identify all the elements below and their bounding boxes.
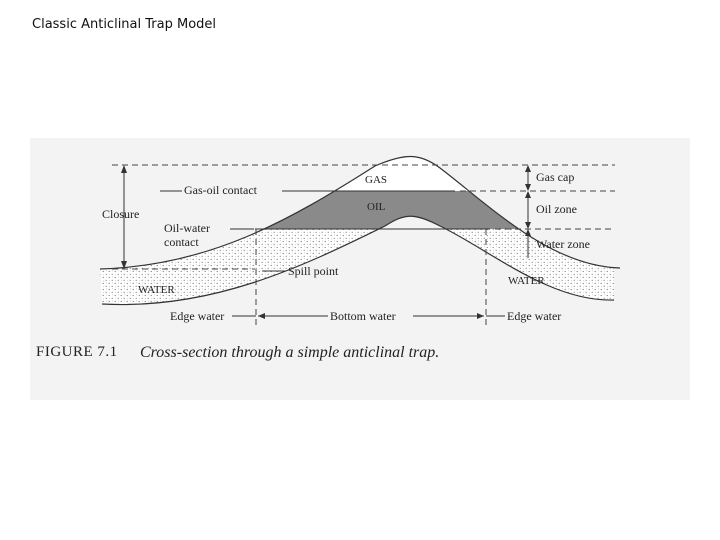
reservoir-base-line [101, 215, 615, 306]
gas-cap-label: Gas cap [536, 170, 574, 184]
oil-water-contact-label: Oil-water [164, 221, 210, 235]
gas-cap-arrow-bottom-head [525, 184, 531, 191]
water-zone-label: Water zone [536, 237, 590, 251]
oil-water-contact-label-line2: contact [164, 235, 199, 249]
slide-title: Classic Anticlinal Trap Model [32, 17, 217, 32]
bottom-water-left-head [258, 313, 265, 319]
oil-zone-arrow-top-head [525, 191, 531, 198]
closure-arrow-top-head [121, 165, 127, 173]
closure-arrow-bottom-head [121, 261, 127, 269]
water-zone-arrow-top-head [525, 229, 531, 236]
edge-water-right-label: Edge water [507, 309, 561, 323]
oil-zone [264, 191, 519, 229]
spill-point-label: Spill point [288, 264, 339, 278]
oil-zone-label: Oil zone [536, 202, 577, 216]
gas-label: GAS [365, 174, 387, 186]
water-right-label: WATER [508, 275, 545, 287]
reservoir-bed [100, 229, 620, 305]
gas-cap-arrow-top-head [525, 165, 531, 172]
oil-label: OIL [367, 201, 386, 213]
gas-oil-contact-label: Gas-oil contact [184, 183, 258, 197]
water-left-label: WATER [138, 284, 175, 296]
edge-water-left-label: Edge water [170, 309, 224, 323]
bottom-water-label: Bottom water [330, 309, 396, 323]
anticlinal-trap-figure: GAS OIL WATER WATER Gas cap Oil zone Wat… [30, 138, 690, 400]
figure-number: FIGURE 7.1 [36, 344, 118, 360]
figure-caption: Cross-section through a simple anticlina… [140, 344, 440, 361]
closure-label: Closure [102, 207, 139, 221]
trap-cross-section-diagram: GAS OIL WATER WATER Gas cap Oil zone Wat… [99, 155, 621, 328]
oil-zone-arrow-bottom-head [525, 222, 531, 229]
bottom-water-right-head [477, 313, 484, 319]
